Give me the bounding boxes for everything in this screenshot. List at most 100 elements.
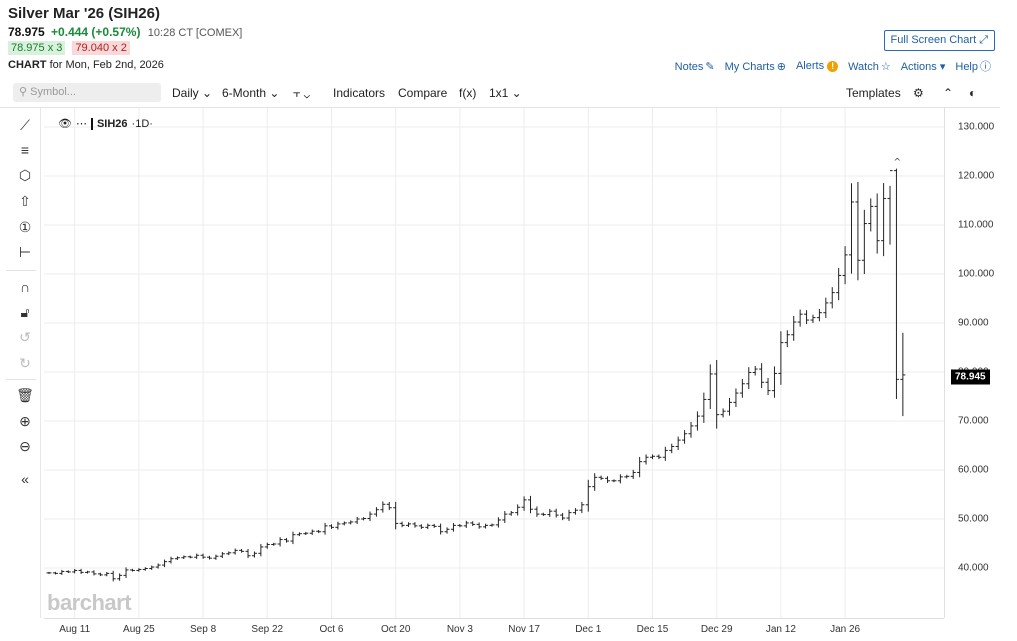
actions-menu[interactable]: Actions ▾ bbox=[900, 60, 946, 73]
ohlc-bar bbox=[239, 549, 245, 553]
bid-badge: 78.975 x 3 bbox=[8, 41, 66, 55]
ohlc-bar bbox=[688, 421, 694, 438]
lock-icon[interactable]: 🔓︎ bbox=[20, 304, 30, 320]
ohlc-bar bbox=[91, 570, 97, 576]
ohlc-bar bbox=[560, 512, 566, 521]
y-tick-label: 110.000 bbox=[958, 219, 994, 231]
watch-label: Watch bbox=[848, 60, 879, 73]
help-icon: ⓘ bbox=[980, 61, 991, 73]
ohlc-bar bbox=[457, 524, 463, 528]
settings-icon[interactable]: ⚙ bbox=[913, 86, 924, 100]
ohlc-bar bbox=[727, 397, 733, 416]
ohlc-bar bbox=[187, 555, 193, 559]
ohlc-bar bbox=[303, 531, 309, 536]
redo-icon[interactable]: ↻ bbox=[19, 355, 31, 371]
ohlc-bar bbox=[393, 501, 399, 530]
ohlc-bar bbox=[842, 246, 848, 285]
undo-icon[interactable]: ↺ bbox=[19, 329, 31, 345]
notes-label: Notes bbox=[674, 60, 704, 73]
ohlc-bar bbox=[502, 511, 508, 523]
bar-type-select[interactable]: ⫟ ⌄ bbox=[293, 86, 310, 101]
mycharts-link[interactable]: My Charts ⊕ bbox=[725, 60, 786, 73]
ohlc-bar bbox=[553, 508, 559, 518]
trash-icon[interactable]: 🗑︎ bbox=[16, 387, 34, 403]
ohlc-bar bbox=[547, 508, 553, 517]
ohlc-bar bbox=[720, 408, 726, 418]
interval-select[interactable]: Daily ⌄ bbox=[172, 86, 213, 100]
price-chart[interactable]: ^ bbox=[44, 108, 944, 618]
zoom-in-icon[interactable]: ⊕ bbox=[19, 413, 31, 429]
ohlc-bar bbox=[771, 366, 777, 398]
ohlc-bar bbox=[791, 315, 797, 341]
ohlc-bar bbox=[219, 552, 225, 559]
ohlc-bar bbox=[322, 522, 328, 535]
collapse-panel-icon[interactable]: « bbox=[21, 471, 29, 487]
ohlc-bar bbox=[836, 267, 842, 301]
high-marker: ^ bbox=[893, 158, 901, 168]
ohlc-bar bbox=[521, 496, 527, 511]
notes-link[interactable]: Notes ✎ bbox=[675, 60, 715, 73]
x-tick-label: Sep 8 bbox=[190, 624, 217, 635]
collapse-icon[interactable]: ⌃ bbox=[943, 86, 954, 100]
ohlc-bar bbox=[341, 521, 347, 526]
watch-link[interactable]: Watch ☆ bbox=[848, 60, 891, 73]
ohlc-bar bbox=[887, 170, 893, 245]
ohlc-bar bbox=[534, 506, 540, 517]
fx-button[interactable]: f(x) bbox=[459, 86, 477, 100]
ohlc-bar bbox=[540, 512, 546, 516]
ohlc-bar bbox=[483, 523, 489, 529]
ohlc-bar bbox=[675, 436, 681, 451]
period-select[interactable]: 6-Month ⌄ bbox=[222, 86, 280, 100]
ohlc-bar bbox=[714, 360, 720, 429]
legend-interval: ·1D· bbox=[131, 117, 153, 130]
more-icon[interactable]: ⋯ bbox=[75, 118, 87, 130]
dark-mode-icon[interactable]: ◐ bbox=[969, 86, 977, 100]
ohlc-bar bbox=[425, 523, 431, 530]
ohlc-bar bbox=[733, 388, 739, 408]
ohlc-bar bbox=[470, 521, 476, 527]
ohlc-bar bbox=[701, 392, 707, 423]
ohlc-bar bbox=[226, 551, 232, 556]
arrow-tool-icon[interactable]: ⇧ bbox=[19, 193, 31, 209]
ohlc-bar bbox=[136, 568, 142, 572]
zoom-out-icon[interactable]: ⊖ bbox=[19, 438, 31, 454]
eye-icon[interactable]: 👁︎ bbox=[58, 118, 72, 130]
layout-select[interactable]: 1x1 ⌄ bbox=[489, 86, 522, 100]
ohlc-bar bbox=[495, 517, 501, 528]
annotation-tool-icon[interactable]: ① bbox=[18, 219, 32, 235]
x-tick-label: Oct 6 bbox=[319, 624, 344, 635]
indicators-button[interactable]: Indicators bbox=[333, 86, 386, 100]
shape-tool-icon[interactable]: ⬡ bbox=[18, 167, 32, 183]
x-tick-label: Dec 1 bbox=[575, 624, 602, 635]
quote-time: 10:28 CT [COMEX] bbox=[147, 27, 243, 39]
legend-marker bbox=[90, 117, 93, 130]
alert-icon: ! bbox=[827, 61, 839, 72]
ohlc-bar bbox=[412, 522, 418, 528]
ohlc-bar bbox=[566, 509, 572, 521]
templates-button[interactable]: Templates bbox=[846, 86, 901, 100]
ohlc-bar bbox=[765, 377, 771, 395]
ohlc-bar bbox=[431, 523, 437, 528]
help-link[interactable]: Help ⓘ bbox=[955, 58, 991, 74]
ohlc-bar bbox=[380, 501, 386, 513]
ohlc-bar bbox=[309, 529, 315, 535]
symbol-search-input[interactable]: ⚲ Symbol... bbox=[13, 83, 161, 102]
plus-circle-icon: ⊕ bbox=[776, 60, 786, 73]
ohlc-bar bbox=[104, 571, 110, 577]
y-axis: 130.000120.000110.000100.00090.00080.000… bbox=[944, 108, 1001, 618]
trendline-tool-icon[interactable]: ⟋ bbox=[20, 117, 30, 133]
magnet-icon[interactable]: ∩ bbox=[19, 279, 31, 295]
ohlc-bar bbox=[399, 521, 405, 528]
fib-tool-icon[interactable]: ≡ bbox=[20, 142, 30, 158]
alerts-link[interactable]: Alerts! bbox=[796, 60, 839, 72]
measure-tool-icon[interactable]: ⊢ bbox=[18, 244, 32, 260]
ohlc-bar bbox=[855, 181, 861, 281]
quote-line: 78.975 +0.444 (+0.57%) 10:28 CT [COMEX] bbox=[8, 25, 242, 39]
ohlc-bar bbox=[592, 473, 598, 491]
ohlc-bar bbox=[52, 571, 58, 575]
x-tick-label: Jan 12 bbox=[765, 624, 796, 635]
drawing-tools: ⟋ ≡ ⬡ ⇧ ① ⊢ ∩ 🔓︎ ↺ ↻ 🗑︎ ⊕ ⊖ « bbox=[0, 108, 41, 618]
compare-button[interactable]: Compare bbox=[398, 86, 448, 100]
ohlc-bar bbox=[290, 531, 296, 545]
fullscreen-button[interactable]: Full Screen Chart ⤢ bbox=[883, 30, 995, 51]
